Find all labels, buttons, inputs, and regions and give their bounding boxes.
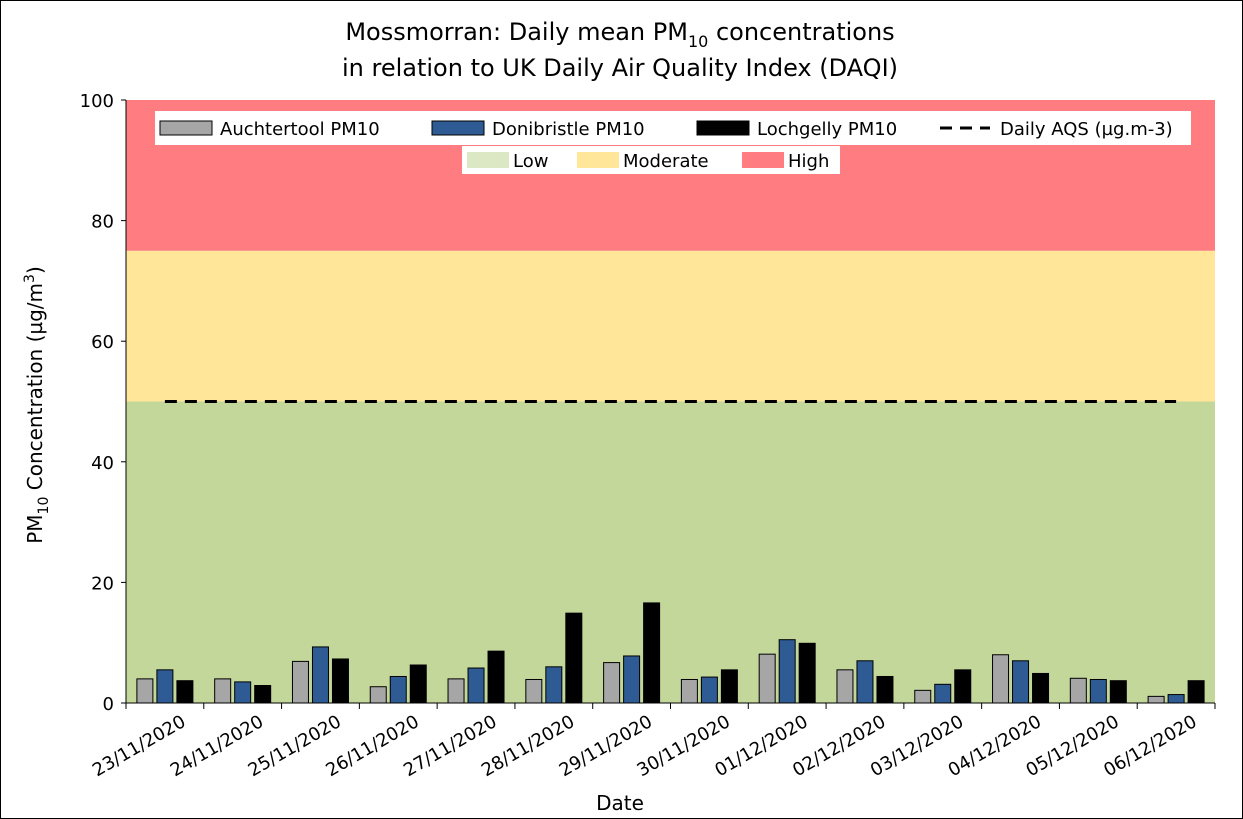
bar [1089, 678, 1107, 704]
label-text: ) [23, 266, 47, 274]
legend-label: Donibristle PM10 [492, 119, 645, 140]
legend-label: Auchtertool PM10 [220, 119, 380, 140]
bar [1069, 677, 1087, 704]
bar [467, 667, 485, 704]
legend-label: Lochgelly PM10 [757, 119, 897, 140]
bar [1187, 680, 1205, 704]
chart-subtitle: in relation to UK Daily Air Quality Inde… [342, 54, 898, 82]
bar [311, 646, 329, 704]
bar [758, 653, 776, 704]
bar [954, 669, 972, 704]
legend-swatch [159, 120, 213, 136]
bar [1032, 672, 1050, 704]
label-text: PM [23, 514, 47, 543]
aqi-band [126, 401, 1215, 703]
bar [369, 686, 387, 704]
bar [623, 655, 641, 704]
legend-label: Moderate [623, 151, 709, 172]
bar [525, 678, 543, 704]
bar [876, 675, 894, 704]
bar [798, 642, 816, 704]
legend-swatch [742, 152, 784, 168]
bar [1012, 660, 1030, 704]
legend-box [155, 111, 1191, 145]
legend-swatch [431, 120, 485, 136]
bar [856, 660, 874, 704]
bar [409, 664, 427, 704]
y-tick-label: 40 [91, 453, 114, 474]
bar [1147, 695, 1165, 704]
legend-label: Daily AQS (µg.m-3) [1000, 119, 1173, 140]
bar [934, 683, 952, 704]
chart-title: Mossmorran: Daily mean PM10 concentratio… [345, 18, 894, 51]
bar [720, 669, 738, 704]
bar [680, 678, 698, 704]
bar [1109, 680, 1127, 704]
title-text: concentrations [708, 18, 894, 46]
bar [214, 678, 232, 704]
legend-swatch [696, 120, 750, 136]
bar [565, 612, 583, 704]
y-tick-label: 80 [91, 212, 114, 233]
bar [778, 639, 796, 704]
aqi-band [126, 250, 1215, 402]
title-subscript: 10 [688, 32, 708, 51]
y-tick-label: 100 [80, 91, 114, 112]
legend-swatch [467, 152, 509, 168]
y-tick-label: 60 [91, 332, 114, 353]
bar [331, 658, 349, 704]
bar [1167, 694, 1185, 704]
legend-swatch [577, 152, 619, 168]
bar [487, 650, 505, 704]
bar [136, 678, 154, 704]
label-text: Concentration (µg/m [23, 283, 47, 497]
legend-label: High [788, 151, 829, 172]
label-superscript: 3 [22, 274, 38, 283]
bar [254, 685, 272, 704]
x-axis-label: Date [596, 791, 644, 815]
bar [234, 681, 252, 704]
title-text: Mossmorran: Daily mean PM [345, 18, 688, 46]
bar [389, 675, 407, 704]
bar [447, 678, 465, 704]
bar [603, 662, 621, 704]
bar [992, 654, 1010, 704]
bar [545, 666, 563, 704]
bar [643, 602, 661, 704]
y-axis-label: PM10 Concentration (µg/m3) [22, 266, 52, 544]
y-tick-label: 0 [103, 694, 114, 715]
bar [176, 680, 194, 704]
bar [156, 669, 174, 704]
bar [700, 676, 718, 704]
bar [914, 689, 932, 704]
label-subscript: 10 [36, 497, 52, 515]
legend-label: Low [513, 151, 548, 172]
bar [291, 660, 309, 704]
bar [836, 669, 854, 704]
y-tick-label: 20 [91, 573, 114, 594]
